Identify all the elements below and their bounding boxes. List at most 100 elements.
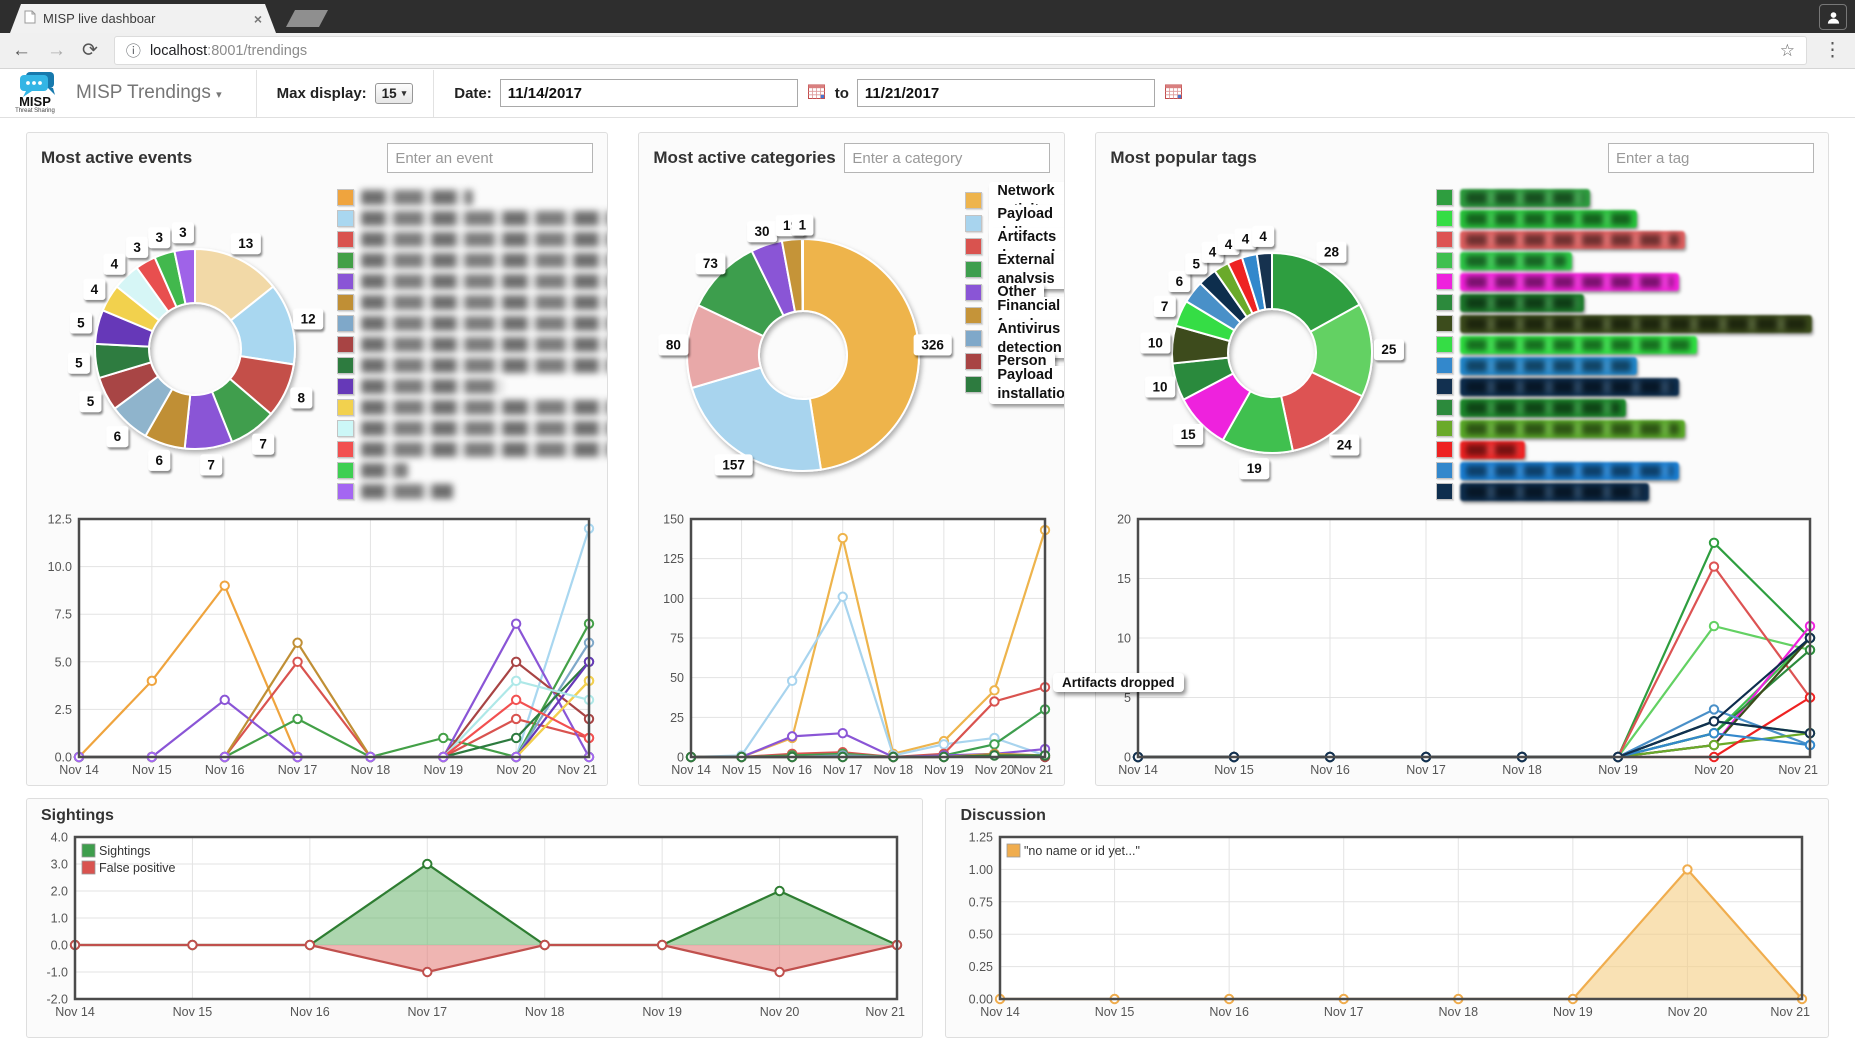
max-display-select[interactable]: 15 ▾ xyxy=(374,82,414,104)
data-point[interactable] xyxy=(304,939,316,951)
data-point[interactable] xyxy=(989,685,1000,696)
legend-item[interactable] xyxy=(337,187,607,208)
data-point[interactable] xyxy=(219,580,230,591)
data-point[interactable] xyxy=(1709,620,1720,632)
back-icon[interactable]: ← xyxy=(12,40,31,61)
data-point[interactable] xyxy=(1709,704,1720,715)
categories-line-chart[interactable]: 150 125 100 75 50 25 0 Nov 14 Nov 15 Nov 16 Nov 17… xyxy=(649,513,1054,784)
data-point[interactable] xyxy=(1709,716,1720,727)
data-point[interactable] xyxy=(510,675,522,687)
data-point[interactable] xyxy=(787,675,798,687)
data-point[interactable] xyxy=(989,696,1000,707)
legend-item[interactable] xyxy=(1436,397,1814,418)
data-point[interactable] xyxy=(989,750,1000,761)
legend-item[interactable]: Antivirus detection xyxy=(965,319,1065,358)
reload-icon[interactable]: ⟳ xyxy=(82,40,98,61)
legend-item[interactable] xyxy=(1436,250,1814,271)
misp-logo[interactable]: MISP Threat Sharing xyxy=(12,72,58,114)
data-point[interactable] xyxy=(1709,537,1720,548)
date-to-input[interactable] xyxy=(856,79,1155,107)
legend-item[interactable] xyxy=(337,376,607,397)
data-point[interactable] xyxy=(774,966,785,978)
tag-search-input[interactable] xyxy=(1608,143,1814,173)
data-point[interactable] xyxy=(292,713,303,725)
legend-item[interactable] xyxy=(337,334,608,355)
legend-item[interactable] xyxy=(337,481,607,502)
data-point[interactable] xyxy=(837,591,849,602)
data-point[interactable] xyxy=(774,885,785,897)
legend-item[interactable] xyxy=(1436,229,1814,250)
data-point[interactable] xyxy=(989,739,1000,750)
browser-tab[interactable]: MISP live dashboar × xyxy=(10,4,276,33)
data-point[interactable] xyxy=(510,713,522,725)
legend-item[interactable] xyxy=(1436,418,1814,439)
legend-item[interactable] xyxy=(1436,208,1814,229)
data-point[interactable] xyxy=(837,532,849,544)
legend-item[interactable] xyxy=(337,313,608,334)
sightings-area-chart[interactable]: 4.0 3.0 2.0 1.0 0.0 -1.0 -2.0 Nov 14 Nov 15 Nov 1… xyxy=(37,831,912,1026)
legend-item[interactable] xyxy=(1436,376,1814,397)
legend-item[interactable]: External analysis xyxy=(965,250,1065,289)
data-point[interactable] xyxy=(787,731,798,742)
tags-line-chart[interactable]: 20 15 10 5 0 Nov 14 Nov 15 Nov 16 Nov 17 Nov 18 No… xyxy=(1106,513,1818,784)
legend-item[interactable] xyxy=(337,397,608,418)
legend-item[interactable] xyxy=(1436,355,1814,376)
legend-item[interactable] xyxy=(337,355,608,376)
data-point[interactable] xyxy=(837,728,849,739)
data-point[interactable] xyxy=(422,966,433,978)
data-point[interactable] xyxy=(146,675,158,687)
data-point[interactable] xyxy=(1709,561,1720,572)
donut-slice[interactable] xyxy=(802,237,921,471)
data-point[interactable] xyxy=(510,656,522,668)
data-point[interactable] xyxy=(292,656,303,668)
legend-item[interactable] xyxy=(337,292,608,313)
category-search-input[interactable] xyxy=(844,143,1051,173)
site-info-icon[interactable]: ⓘ xyxy=(125,43,141,60)
legend-item[interactable] xyxy=(1436,481,1814,502)
tags-donut-chart[interactable]: 28 25 24 19 15 10 10 7 6 5 4 4 4 4 xyxy=(1102,177,1432,511)
legend-item[interactable] xyxy=(337,208,608,229)
calendar-icon[interactable] xyxy=(807,84,825,103)
donut-slice[interactable] xyxy=(690,366,823,473)
legend-item[interactable] xyxy=(337,418,608,439)
data-point[interactable] xyxy=(539,939,550,951)
discussion-area-chart[interactable]: 1.25 1.00 0.75 0.50 0.25 0.00 Nov 14 Nov 15 Nov … xyxy=(956,831,1818,1026)
data-point[interactable] xyxy=(187,939,198,951)
tab-close-icon[interactable]: × xyxy=(253,10,262,27)
legend-item[interactable] xyxy=(1436,334,1814,355)
legend-item[interactable] xyxy=(337,460,607,481)
calendar-icon[interactable] xyxy=(1164,84,1182,103)
legend-item[interactable]: Payload installation xyxy=(965,365,1065,404)
browser-menu-icon[interactable]: ⋮ xyxy=(1823,40,1843,61)
forward-icon[interactable]: → xyxy=(47,40,66,61)
date-from-input[interactable] xyxy=(499,79,798,107)
data-point[interactable] xyxy=(656,939,668,951)
legend-item[interactable] xyxy=(337,271,608,292)
data-point[interactable] xyxy=(219,694,230,706)
data-point[interactable] xyxy=(438,732,449,744)
donut-slice[interactable] xyxy=(173,247,196,306)
legend-item[interactable] xyxy=(1436,460,1814,481)
event-search-input[interactable] xyxy=(387,143,594,173)
data-point[interactable] xyxy=(1682,864,1694,875)
events-donut-chart[interactable]: 13 12 8 7 7 6 6 5 5 5 4 4 3 3 3 xyxy=(33,177,333,511)
url-bar[interactable]: ⓘ localhost:8001/trendings ☆ xyxy=(113,36,1807,65)
legend-item[interactable] xyxy=(1436,313,1814,334)
data-point[interactable] xyxy=(510,732,522,744)
data-point[interactable] xyxy=(292,637,303,648)
data-point[interactable] xyxy=(510,694,522,706)
data-point[interactable] xyxy=(510,618,522,629)
legend-item[interactable] xyxy=(1436,292,1814,313)
donut-slice[interactable] xyxy=(801,237,805,313)
data-point[interactable] xyxy=(938,739,950,750)
donut-slice[interactable] xyxy=(1256,251,1274,311)
nav-title-dropdown[interactable]: MISP Trendings ▾ xyxy=(76,82,222,103)
legend-item[interactable] xyxy=(1436,271,1814,292)
bookmark-star-icon[interactable]: ☆ xyxy=(1779,40,1795,60)
events-line-chart[interactable]: 12.5 10.0 7.5 5.0 2.5 0.0 Nov 14 Nov 15 Nov 16 No… xyxy=(37,513,597,784)
data-point[interactable] xyxy=(422,858,433,870)
legend-item[interactable] xyxy=(1436,187,1814,208)
legend-item[interactable] xyxy=(337,250,608,271)
categories-donut-chart[interactable]: 326 157 80 73 30 19 1 xyxy=(645,177,961,511)
data-point[interactable] xyxy=(1709,739,1720,751)
